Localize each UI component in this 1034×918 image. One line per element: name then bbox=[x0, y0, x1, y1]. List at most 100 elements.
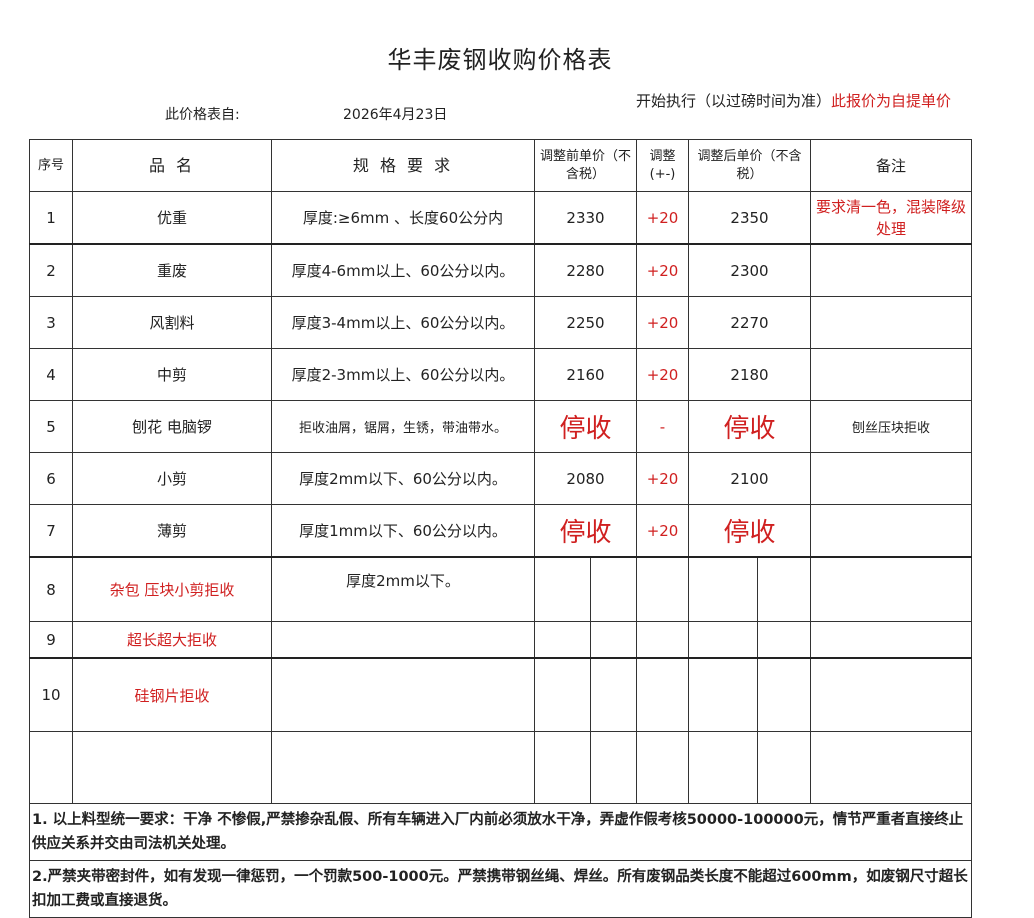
row-number: 1 bbox=[29, 191, 73, 245]
price-adjustment: +20 bbox=[636, 452, 690, 505]
price-before: 停收 bbox=[533, 504, 638, 558]
row-number: 9 bbox=[29, 621, 73, 659]
effective-from-label: 此价格表自: bbox=[165, 107, 240, 123]
item-note bbox=[810, 348, 973, 401]
item-name: 薄剪 bbox=[72, 504, 272, 558]
price-before: 停收 bbox=[533, 400, 638, 453]
table-row: 8 杂包 压块小剪拒收 厚度2mm以下。 bbox=[29, 556, 973, 622]
price-before: 2330 bbox=[533, 191, 638, 245]
empty-cell bbox=[810, 556, 973, 622]
empty-cell bbox=[636, 621, 690, 659]
item-name: 杂包 压块小剪拒收 bbox=[72, 556, 272, 622]
item-note: 刨丝压块拒收 bbox=[810, 400, 973, 453]
price-after: 停收 bbox=[688, 400, 812, 453]
empty-cell bbox=[534, 731, 591, 804]
empty-cell bbox=[810, 731, 973, 804]
item-spec: 厚度2-3mm以上、60公分以内。 bbox=[271, 348, 535, 401]
empty-cell bbox=[589, 621, 638, 659]
item-spec: 厚度3-4mm以上、60公分以内。 bbox=[271, 296, 535, 349]
row-number: 7 bbox=[29, 504, 73, 558]
rules-note: 1. 以上料型统一要求：干净 不惨假,严禁掺杂乱假、所有车辆进入厂内前必须放水干… bbox=[28, 803, 973, 861]
row-number: 2 bbox=[29, 243, 73, 297]
empty-cell bbox=[688, 731, 759, 804]
execution-note: 开始执行（以过磅时间为准）此报价为自提单价 bbox=[636, 90, 976, 112]
table-row bbox=[29, 731, 973, 804]
item-note: 要求清一色，混装降级处理 bbox=[810, 191, 973, 245]
item-spec: 厚度4-6mm以上、60公分以内。 bbox=[271, 243, 535, 297]
price-adjustment: +20 bbox=[636, 504, 690, 558]
header-row: 序号 品 名 规 格 要 求 调整前单价（不含税） 调整(+-) 调整后单价（不… bbox=[29, 139, 973, 192]
empty-cell bbox=[534, 556, 591, 622]
price-adjustment: +20 bbox=[636, 191, 690, 245]
empty-cell bbox=[757, 621, 812, 659]
item-spec: 厚度1mm以下、60公分以内。 bbox=[271, 504, 535, 558]
item-name: 刨花 电脑锣 bbox=[72, 400, 272, 453]
price-adjustment: +20 bbox=[636, 243, 690, 297]
empty-cell bbox=[636, 657, 690, 732]
header-cell: 规 格 要 求 bbox=[271, 139, 535, 192]
empty-cell bbox=[757, 731, 812, 804]
empty-cell bbox=[757, 657, 812, 732]
effective-date: 2026年4月23日 bbox=[343, 107, 448, 123]
table-row: 2 重废 厚度4-6mm以上、60公分以内。 2280 +20 2300 bbox=[29, 243, 973, 297]
empty-cell bbox=[688, 657, 759, 732]
item-name: 中剪 bbox=[72, 348, 272, 401]
price-after: 2300 bbox=[688, 243, 812, 297]
header-cell: 序号 bbox=[29, 139, 73, 192]
item-name: 风割料 bbox=[72, 296, 272, 349]
empty-cell bbox=[636, 731, 690, 804]
row-number: 6 bbox=[29, 452, 73, 505]
price-before: 2280 bbox=[533, 243, 638, 297]
empty-cell bbox=[688, 621, 759, 659]
item-note bbox=[810, 296, 973, 349]
header-cell: 调整(+-) bbox=[636, 139, 690, 192]
rules-note-row: 2.严禁夹带密封件，如有发现一律惩罚，一个罚款500-1000元。严禁携带钢丝绳… bbox=[28, 860, 973, 918]
empty-cell bbox=[757, 556, 812, 622]
price-after: 2100 bbox=[688, 452, 812, 505]
item-name: 硅钢片拒收 bbox=[72, 657, 272, 732]
empty-cell bbox=[589, 731, 638, 804]
empty-cell bbox=[534, 621, 591, 659]
rules-note-row: 1. 以上料型统一要求：干净 不惨假,严禁掺杂乱假、所有车辆进入厂内前必须放水干… bbox=[28, 803, 973, 861]
price-after: 停收 bbox=[688, 504, 812, 558]
price-before: 2250 bbox=[533, 296, 638, 349]
header-cell: 调整前单价（不含税） bbox=[533, 139, 638, 192]
price-before: 2160 bbox=[533, 348, 638, 401]
row-number: 4 bbox=[29, 348, 73, 401]
item-spec: 厚度2mm以下。 bbox=[271, 556, 535, 622]
item-spec: 厚度2mm以下、60公分以内。 bbox=[271, 452, 535, 505]
item-note bbox=[810, 504, 973, 558]
empty-cell bbox=[688, 556, 759, 622]
price-after: 2180 bbox=[688, 348, 812, 401]
header-cell: 调整后单价（不含税） bbox=[688, 139, 812, 192]
header-cell: 备注 bbox=[810, 139, 973, 192]
page-title: 华丰废钢收购价格表 bbox=[387, 46, 613, 74]
rules-note: 2.严禁夹带密封件，如有发现一律惩罚，一个罚款500-1000元。严禁携带钢丝绳… bbox=[28, 860, 973, 918]
item-name: 超长超大拒收 bbox=[72, 621, 272, 659]
empty-cell bbox=[534, 657, 591, 732]
table-row: 6 小剪 厚度2mm以下、60公分以内。 2080 +20 2100 bbox=[29, 452, 973, 505]
table-row: 5 刨花 电脑锣 拒收油屑，锯屑，生锈，带油带水。 停收 - 停收 刨丝压块拒收 bbox=[29, 400, 973, 453]
table-row: 10 硅钢片拒收 bbox=[29, 657, 973, 732]
table-row: 9 超长超大拒收 bbox=[29, 621, 973, 659]
empty-cell bbox=[589, 556, 638, 622]
table-row: 4 中剪 厚度2-3mm以上、60公分以内。 2160 +20 2180 bbox=[29, 348, 973, 401]
empty-cell bbox=[589, 657, 638, 732]
item-note bbox=[810, 243, 973, 297]
empty-cell bbox=[636, 556, 690, 622]
table-row: 1 优重 厚度:≥6mm 、长度60公分内 2330 +20 2350 要求清一色，混装降级… bbox=[29, 191, 973, 245]
empty-cell bbox=[810, 657, 973, 732]
price-after: 2350 bbox=[688, 191, 812, 245]
item-name: 优重 bbox=[72, 191, 272, 245]
header-cell: 品 名 bbox=[72, 139, 272, 192]
item-name: 小剪 bbox=[72, 452, 272, 505]
empty-cell bbox=[810, 621, 973, 659]
table-row: 7 薄剪 厚度1mm以下、60公分以内。 停收 +20 停收 bbox=[29, 504, 973, 558]
price-adjustment: +20 bbox=[636, 296, 690, 349]
price-table: 序号 品 名 规 格 要 求 调整前单价（不含税） 调整(+-) 调整后单价（不… bbox=[28, 139, 973, 918]
execution-text: 开始执行（以过磅时间为准） bbox=[636, 92, 832, 110]
price-after: 2270 bbox=[688, 296, 812, 349]
item-spec bbox=[271, 621, 535, 659]
item-spec: 厚度:≥6mm 、长度60公分内 bbox=[271, 191, 535, 245]
item-name: 重废 bbox=[72, 243, 272, 297]
